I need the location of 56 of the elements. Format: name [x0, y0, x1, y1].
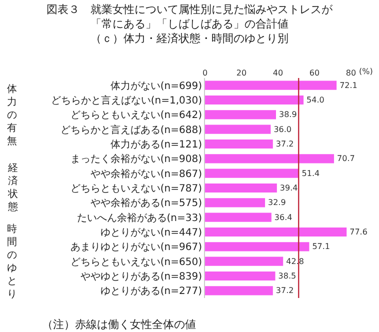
y-tick-label: どちらともいえない(n=650) — [70, 256, 202, 268]
data-label: 39.4 — [280, 184, 298, 192]
data-label: 51.4 — [302, 168, 320, 178]
data-label: 38.9 — [278, 110, 297, 120]
x-tick-label: 0 — [202, 68, 208, 78]
y-tick-label: やや余裕がない(n=867) — [90, 168, 202, 180]
text: 時間のゆとり — [7, 223, 17, 300]
y-tick-label: あまりゆとりがない(n=967) — [70, 242, 202, 254]
y-tick-label: たいへん余裕がある(n=33) — [76, 212, 202, 224]
y-tick-label: どちらともいえない(n=642) — [70, 110, 202, 122]
y-tick-label: まったく余裕がない(n=908) — [70, 153, 202, 166]
bar — [205, 139, 273, 149]
bar — [205, 124, 271, 134]
y-tick-label: ややゆとりがある(n=839) — [80, 272, 202, 282]
bar — [205, 198, 266, 208]
y-tick-label: やや余裕がある(n=575) — [90, 197, 202, 210]
y-tick-label: どちらかと言えばない(n=1,030) — [50, 94, 202, 106]
x-axis-title: (%) — [359, 67, 373, 76]
bar — [205, 80, 337, 90]
bar — [205, 227, 347, 237]
bar — [205, 256, 284, 266]
data-label: 70.7 — [337, 154, 355, 164]
data-label: 77.6 — [350, 228, 368, 236]
y-tick-label: ゆとりがある(n=277) — [100, 286, 202, 298]
data-label: 54.0 — [306, 96, 324, 104]
y-tick-label: 体力がある(n=121) — [110, 138, 202, 150]
bar — [205, 212, 272, 222]
data-label: 32.9 — [268, 198, 286, 208]
y-tick-label: どちらかと言えばある(n=688) — [60, 124, 202, 136]
x-tick-label: 60 — [309, 68, 320, 78]
bar — [205, 110, 276, 120]
chart-subtitle: （ｃ）体力・経済状態・時間のゆとり別 — [90, 32, 288, 45]
data-label: 72.1 — [340, 80, 358, 90]
x-tick-label: 40 — [272, 68, 284, 78]
bar — [205, 286, 273, 296]
y-tick-label: どちらともいえない(n=787) — [70, 184, 202, 194]
data-label: 57.1 — [312, 242, 330, 252]
bar — [205, 168, 299, 178]
text: 経済状態 — [7, 163, 18, 213]
data-label: 37.2 — [276, 286, 294, 296]
text: （注）赤線は働く女性全体の値 — [42, 318, 196, 331]
x-tick-label: 80 — [346, 68, 356, 78]
x-tick-label: 20 — [236, 68, 247, 78]
chart-title: 図表３ 就業女性について属性別に見た悩みやストレスが「常にある」「しばしばある」の合計値 — [46, 3, 334, 30]
bar — [205, 271, 276, 281]
y-tick-label: 体力がない(n=699) — [110, 80, 202, 92]
data-label: 38.5 — [278, 272, 296, 280]
bar — [205, 95, 304, 105]
data-label: 37.2 — [276, 140, 294, 148]
data-label: 36.4 — [274, 212, 292, 222]
data-label: 36.0 — [274, 124, 292, 134]
bar — [205, 154, 334, 164]
bar — [205, 242, 310, 252]
y-tick-label: ゆとりがない(n=447) — [100, 228, 202, 238]
text: 体力の有無 — [7, 83, 17, 147]
bar — [205, 183, 277, 193]
